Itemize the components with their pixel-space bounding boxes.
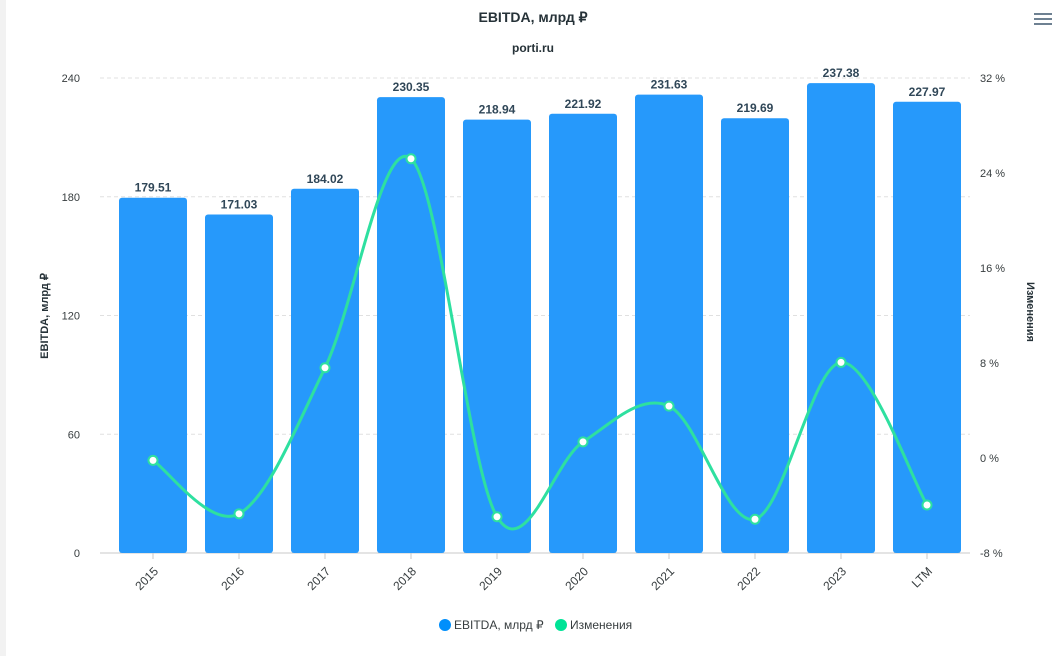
bar-value-label: 171.03 (221, 198, 258, 212)
bar (721, 118, 789, 554)
change-point (921, 499, 933, 511)
bar-value-label: 221.92 (565, 97, 602, 111)
change-point (405, 153, 417, 165)
change-line (152, 154, 929, 531)
y2-tick-label: 24 % (980, 168, 1005, 180)
menu-icon[interactable] (1034, 10, 1052, 28)
x-tick-label: 2022 (734, 564, 763, 593)
y2-axis-title: Изменения (1024, 282, 1036, 342)
y2-tick-label: 0 % (980, 453, 999, 465)
bar (463, 119, 531, 554)
bar-value-label: 184.02 (307, 172, 344, 186)
x-tick-label: 2019 (476, 564, 505, 593)
x-tick-label: 2018 (390, 564, 419, 593)
change-point (147, 454, 159, 466)
bar (549, 113, 617, 554)
bar-value-label: 179.51 (135, 181, 172, 195)
x-tick-label: 2017 (304, 564, 333, 593)
bar (635, 94, 703, 554)
bar-value-label: 231.63 (651, 78, 688, 92)
bar-value-label: 218.94 (479, 103, 516, 117)
x-tick-label: 2015 (132, 564, 161, 593)
x-tick-label: 2020 (562, 564, 591, 593)
chart: EBITDA, млрд ₽ porti.ru 0 60 120 180 240 -8 % 0 … (39, 9, 1036, 632)
bar-value-label: 219.69 (737, 101, 774, 115)
x-tick-label: 2016 (218, 564, 247, 593)
change-point (577, 436, 589, 448)
legend-marker-ebitda (439, 619, 451, 631)
bar-value-label: 227.97 (909, 85, 946, 99)
legend-label-change: Изменения (570, 618, 632, 632)
y2-tick-label: 32 % (980, 73, 1005, 85)
change-point (319, 362, 331, 374)
y-tick-label: 120 (62, 311, 80, 323)
chart-title: EBITDA, млрд ₽ (478, 9, 587, 25)
bar-value-label: 237.38 (823, 66, 860, 80)
change-point (491, 511, 503, 523)
change-point (835, 356, 847, 368)
y2-tick-label: -8 % (980, 548, 1003, 560)
bar (119, 197, 187, 553)
change-point (749, 513, 761, 525)
x-tick-label: 2023 (820, 564, 849, 593)
bar (893, 101, 961, 553)
legend-label-ebitda: EBITDA, млрд ₽ (454, 618, 544, 632)
y-tick-label: 180 (62, 192, 80, 204)
bar (377, 97, 445, 553)
y2-tick-label: 16 % (980, 263, 1005, 275)
change-point (233, 508, 245, 520)
legend-marker-change (555, 619, 567, 631)
bar (807, 83, 875, 553)
y2-tick-label: 8 % (980, 358, 999, 370)
chart-subtitle: porti.ru (512, 41, 554, 55)
x-tick-label: LTM (909, 564, 935, 590)
y-tick-label: 60 (68, 429, 80, 441)
x-tick-label: 2021 (648, 564, 677, 593)
bar (205, 214, 273, 554)
y-axis-title: EBITDA, млрд ₽ (39, 273, 51, 359)
change-point (663, 400, 675, 412)
y-tick-label: 240 (62, 73, 80, 85)
bar-value-label: 230.35 (393, 80, 430, 94)
y-tick-label: 0 (74, 548, 80, 560)
